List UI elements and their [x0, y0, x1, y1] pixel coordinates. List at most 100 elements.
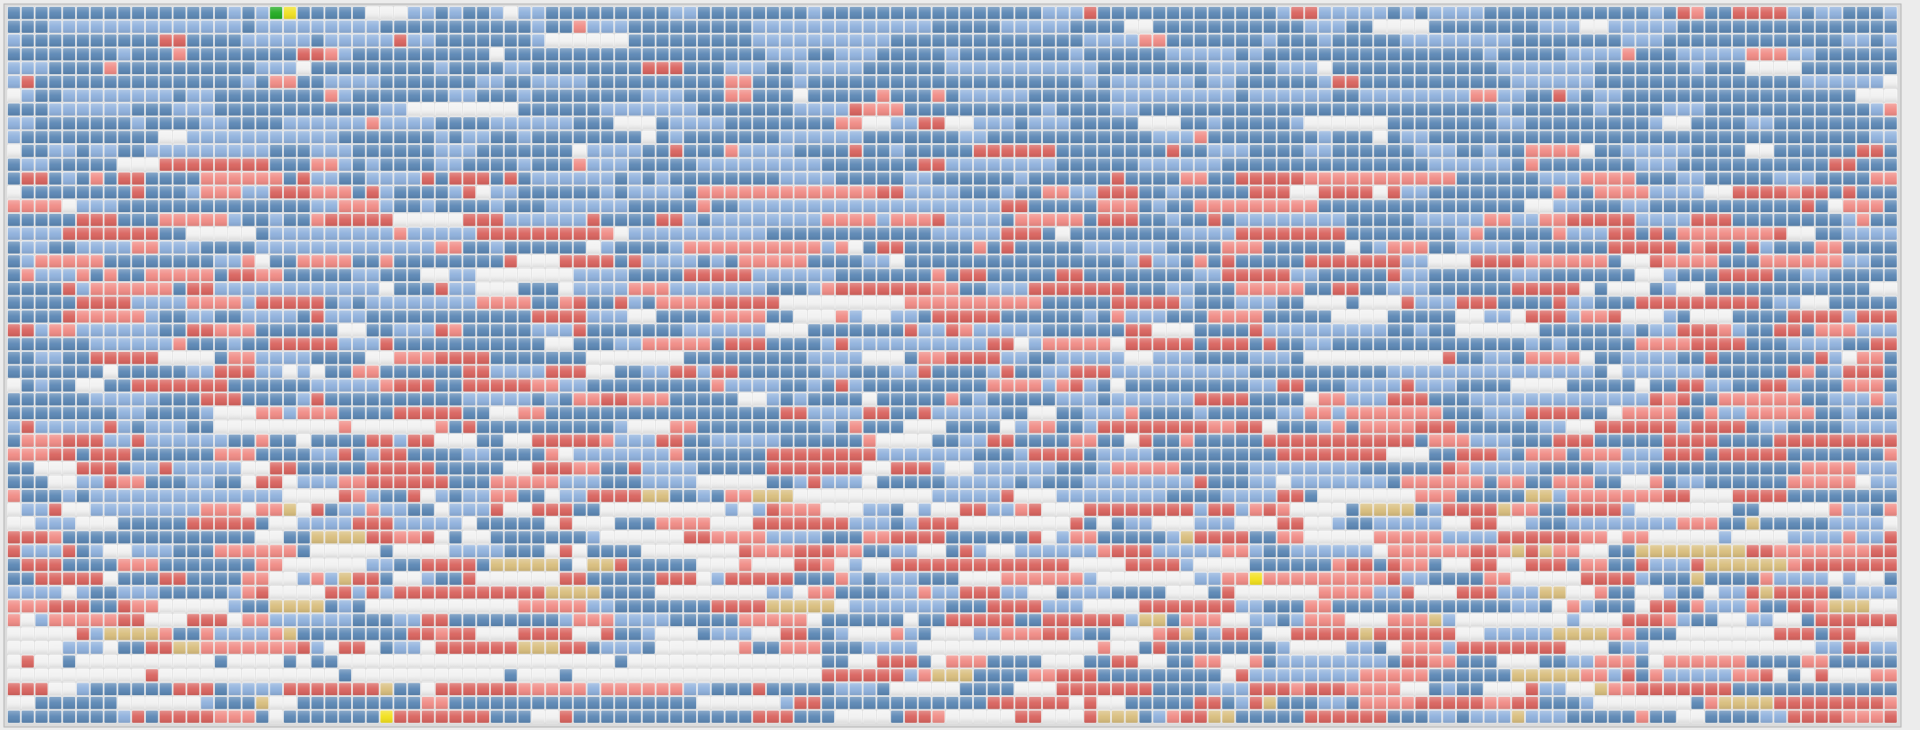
cell[interactable] [724, 420, 739, 434]
cell[interactable] [669, 295, 684, 310]
cell[interactable] [697, 6, 711, 20]
cell[interactable] [62, 199, 76, 213]
cell[interactable] [793, 130, 808, 144]
cell[interactable] [1125, 351, 1139, 365]
cell[interactable] [1304, 323, 1318, 338]
cell[interactable] [1801, 461, 1815, 476]
cell[interactable] [227, 33, 242, 48]
cell[interactable] [269, 337, 283, 351]
cell[interactable] [200, 433, 214, 448]
cell[interactable] [1870, 240, 1884, 255]
cell[interactable] [1511, 89, 1525, 103]
cell[interactable] [117, 116, 132, 131]
cell[interactable] [1621, 406, 1636, 420]
cell[interactable] [1290, 475, 1305, 489]
cell[interactable] [1828, 447, 1843, 462]
cell[interactable] [849, 226, 863, 241]
cell[interactable] [614, 33, 628, 48]
cell[interactable] [117, 323, 132, 338]
cell[interactable] [1566, 282, 1581, 296]
cell[interactable] [283, 254, 297, 269]
cell[interactable] [352, 364, 366, 379]
cell[interactable] [324, 489, 339, 503]
cell[interactable] [1069, 157, 1084, 172]
cell[interactable] [849, 475, 863, 489]
cell[interactable] [807, 47, 822, 62]
cell[interactable] [1401, 130, 1415, 144]
cell[interactable] [531, 213, 546, 227]
cell[interactable] [1801, 323, 1815, 338]
cell[interactable] [1069, 489, 1084, 503]
cell[interactable] [1000, 323, 1015, 338]
cell[interactable] [1373, 309, 1387, 324]
cell[interactable] [283, 144, 297, 158]
cell[interactable] [1304, 47, 1318, 62]
cell[interactable] [683, 364, 697, 379]
cell[interactable] [448, 157, 463, 172]
cell[interactable] [7, 61, 21, 75]
cell[interactable] [987, 47, 1001, 62]
cell[interactable] [1746, 240, 1760, 255]
cell[interactable] [862, 502, 877, 517]
cell[interactable] [1345, 378, 1360, 393]
cell[interactable] [1759, 378, 1774, 393]
cell[interactable] [1152, 268, 1167, 282]
cell[interactable] [131, 254, 145, 269]
cell[interactable] [503, 502, 518, 517]
cell[interactable] [393, 406, 408, 420]
cell[interactable] [255, 254, 270, 269]
cell[interactable] [1194, 144, 1208, 158]
cell[interactable] [7, 282, 21, 296]
cell[interactable] [1621, 433, 1636, 448]
cell[interactable] [158, 406, 173, 420]
cell[interactable] [835, 378, 849, 393]
cell[interactable] [559, 61, 573, 75]
cell[interactable] [407, 447, 421, 462]
cell[interactable] [1842, 475, 1857, 489]
cell[interactable] [158, 392, 173, 407]
cell[interactable] [1290, 323, 1305, 338]
cell[interactable] [821, 157, 835, 172]
cell[interactable] [1318, 6, 1332, 20]
cell[interactable] [379, 254, 394, 269]
cell[interactable] [780, 61, 794, 75]
cell[interactable] [1097, 489, 1111, 503]
cell[interactable] [503, 61, 518, 75]
cell[interactable] [752, 89, 766, 103]
cell[interactable] [724, 475, 739, 489]
cell[interactable] [1290, 213, 1305, 227]
cell[interactable] [959, 199, 973, 213]
cell[interactable] [642, 19, 656, 34]
cell[interactable] [158, 157, 173, 172]
cell[interactable] [407, 89, 421, 103]
cell[interactable] [973, 351, 987, 365]
cell[interactable] [1304, 254, 1318, 269]
cell[interactable] [1815, 447, 1829, 462]
cell[interactable] [407, 144, 421, 158]
cell[interactable] [200, 475, 214, 489]
cell[interactable] [931, 89, 946, 103]
cell[interactable] [1249, 226, 1263, 241]
cell[interactable] [117, 337, 132, 351]
cell[interactable] [1663, 268, 1677, 282]
cell[interactable] [642, 116, 656, 131]
cell[interactable] [1014, 392, 1029, 407]
cell[interactable] [1815, 309, 1829, 324]
cell[interactable] [614, 378, 628, 393]
cell[interactable] [283, 157, 297, 172]
cell[interactable] [352, 323, 366, 338]
cell[interactable] [959, 19, 973, 34]
cell[interactable] [780, 213, 794, 227]
cell[interactable] [586, 392, 601, 407]
cell[interactable] [1069, 433, 1084, 448]
cell[interactable] [1194, 61, 1208, 75]
cell[interactable] [103, 447, 118, 462]
cell[interactable] [1815, 144, 1829, 158]
cell[interactable] [738, 475, 753, 489]
cell[interactable] [20, 268, 35, 282]
cell[interactable] [1180, 171, 1194, 186]
cell[interactable] [862, 144, 877, 158]
cell[interactable] [517, 420, 532, 434]
cell[interactable] [1690, 489, 1705, 503]
cell[interactable] [1511, 309, 1525, 324]
